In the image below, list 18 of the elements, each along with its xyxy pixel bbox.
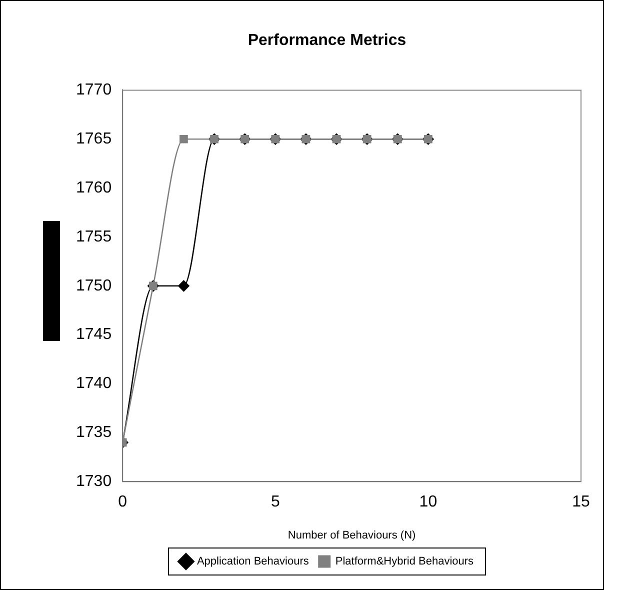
x-axis-title: Number of Behaviours (N) xyxy=(288,529,416,542)
legend-label: Application Behaviours xyxy=(196,556,310,568)
x-tick-label: 5 xyxy=(270,494,280,511)
y-tick-label: 1750 xyxy=(76,277,112,294)
y-tick-label: 1760 xyxy=(76,179,112,196)
chart-title: Performance Metrics xyxy=(248,32,406,50)
legend-label: Platform&Hybrid Behaviours xyxy=(335,556,474,568)
y-tick-label: 1765 xyxy=(76,130,112,148)
y-tick-label: 1740 xyxy=(76,375,112,392)
x-tick-label: 0 xyxy=(118,494,128,511)
y-tick-label: 1770 xyxy=(76,82,112,99)
x-tick-label: 10 xyxy=(419,494,438,511)
point xyxy=(180,134,188,144)
x-tick-label: 15 xyxy=(572,494,590,511)
y-tick-label: 1745 xyxy=(76,326,112,344)
y-tick-label: 1755 xyxy=(76,228,112,246)
y-tick-label: 1730 xyxy=(76,473,112,490)
y-tick-label: 1735 xyxy=(76,424,112,442)
